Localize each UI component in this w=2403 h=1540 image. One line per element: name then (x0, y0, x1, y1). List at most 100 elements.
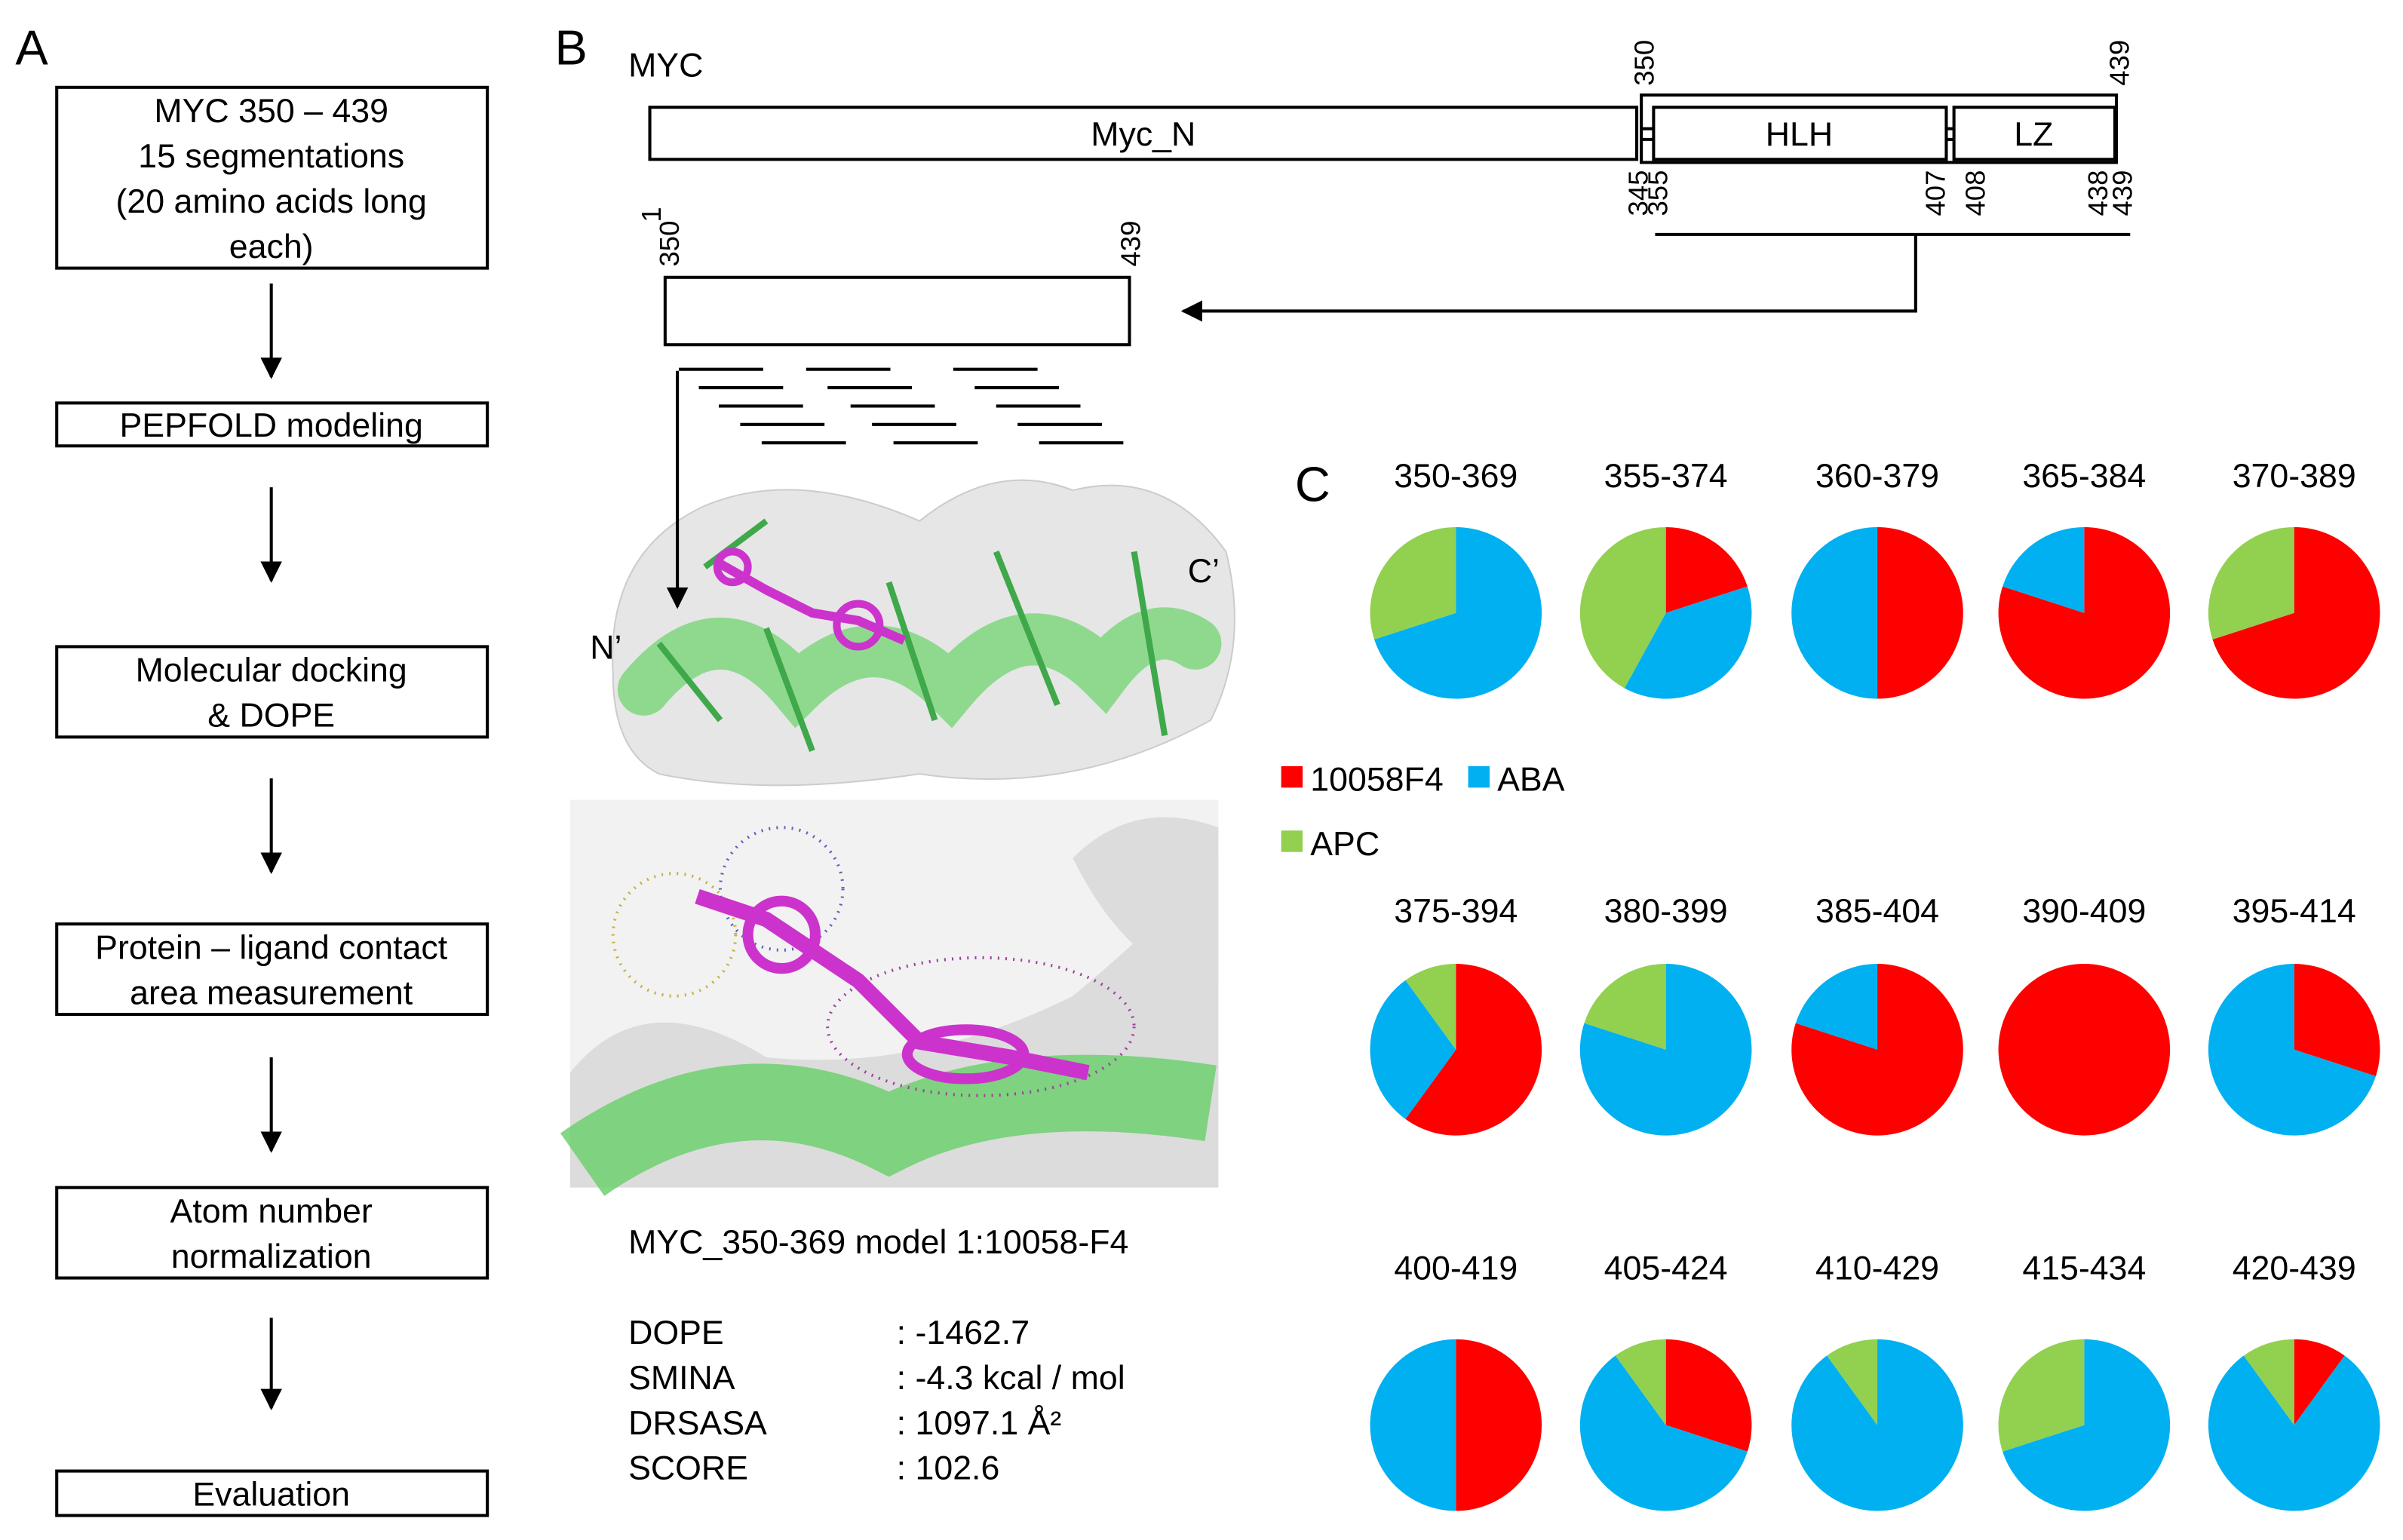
position-label: 408 (1960, 170, 1990, 216)
pie-title: 375-394 (1394, 893, 1518, 930)
pie-title: 360-379 (1815, 458, 1939, 495)
pie-title: 355-374 (1604, 458, 1728, 495)
pie-title: 350-369 (1394, 458, 1518, 495)
pie-slice (1791, 526, 1878, 699)
domain-box (1652, 106, 1948, 161)
arrow (1180, 234, 1917, 322)
pie-slice (1998, 964, 2171, 1136)
domain-box (648, 106, 1639, 161)
step-box (55, 401, 490, 448)
flowchart: MYC 350 – 439 15 segmentations (20 amino a… (55, 85, 490, 1517)
pie-slice (1584, 964, 1666, 1050)
metric-name: DOPE (628, 1315, 724, 1351)
peptide-model (612, 479, 1235, 787)
metric-value: : 1097.1 Å² (897, 1405, 1062, 1442)
step-text: PEPFOLD modeling (119, 407, 422, 444)
pie-slice (1579, 964, 1752, 1136)
protein-name: MYC (628, 48, 703, 84)
pie-slice (1665, 1339, 1752, 1452)
segment-lines (679, 367, 1124, 445)
ligand (717, 560, 907, 645)
pie-slice (1374, 526, 1542, 699)
segment-box (663, 275, 1131, 347)
position-label: 438 (2082, 170, 2113, 216)
c-terminus: C’ (1188, 553, 1220, 590)
pie-title: 420-439 (2233, 1250, 2356, 1287)
pie-title: 385-404 (1815, 893, 1939, 930)
step-text: area measurement (130, 974, 413, 1011)
step-text: normalization (171, 1238, 372, 1275)
pie-slice (2208, 964, 2376, 1136)
pie-title: 400-419 (1394, 1250, 1518, 1287)
pie-slice (1791, 1339, 1963, 1511)
ligand-ring (833, 600, 884, 651)
step-text: MYC 350 – 439 (154, 93, 388, 130)
step-text: 15 segmentations (138, 138, 404, 175)
step-box (55, 645, 490, 739)
n-terminus: N’ (590, 630, 621, 667)
pie-slice (2002, 1339, 2171, 1511)
metric-value: : -1462.7 (897, 1315, 1030, 1351)
panel-label: B (555, 20, 588, 75)
pie-slice (2294, 1339, 2345, 1425)
position-label: 407 (1920, 170, 1950, 216)
pie-slice (1998, 526, 2171, 699)
pie-slice (1370, 980, 1456, 1119)
pie-slice (1624, 586, 1752, 699)
pie-slice (1615, 1339, 1666, 1425)
pie-slice (1579, 526, 1666, 689)
legend-swatch (1468, 765, 1490, 788)
caption: MYC_350-369 model 1:10058-F4 (628, 1224, 1128, 1261)
helix (560, 1054, 1217, 1197)
metric-value: : -4.3 kcal / mol (897, 1360, 1125, 1397)
pie-slice (2294, 964, 2380, 1076)
legend-swatch (1281, 765, 1303, 788)
pie-title: 395-414 (2233, 893, 2356, 930)
legend-label: APC (1310, 826, 1380, 863)
step-text: each) (229, 229, 314, 265)
pie-slice (1456, 1339, 1542, 1511)
legend-swatch (1281, 830, 1303, 852)
pie-slice (1665, 526, 1748, 613)
dots (826, 956, 1136, 1097)
pie-slice (1998, 1339, 2085, 1452)
contact-model (560, 799, 1219, 1197)
metrics: DOPE: -1462.7 SMINA: -4.3 kcal / mol DRSAS… (628, 1315, 1125, 1487)
position-label: 439 (2107, 170, 2138, 216)
pie-title: 380-399 (1604, 893, 1728, 930)
pie-slice (2002, 526, 2085, 613)
pie-slice (1405, 964, 1456, 1050)
pie-slice (1370, 526, 1456, 640)
position-label: 350 (654, 221, 685, 267)
pie-slice (2208, 526, 2294, 640)
pie-slice (2212, 526, 2380, 699)
ligand-ring (901, 1024, 1030, 1084)
step-text: Evaluation (192, 1476, 350, 1513)
dots (718, 826, 845, 952)
step-box (55, 1186, 490, 1280)
step-text: Molecular docking (136, 652, 407, 689)
pie-grid: 350-369 355-374 360-379 365-384 370-389 375-3… (1370, 458, 2380, 1511)
pie-slice (1579, 1355, 1748, 1511)
domain-label: HLH (1766, 116, 1833, 153)
position-label: 350 (1628, 40, 1659, 86)
pie-slice (1405, 964, 1542, 1136)
pie-slice (1827, 1339, 1878, 1425)
pie-slice (1370, 1339, 1456, 1511)
surface (612, 479, 1235, 787)
pie-title: 370-389 (2233, 458, 2356, 495)
domain-box (1952, 106, 2117, 161)
pie-title: 365-384 (2022, 458, 2146, 495)
surface (1073, 817, 1219, 981)
panel-label: A (15, 20, 48, 75)
legend-label: 10058F4 (1310, 761, 1443, 798)
metric-name: SCORE (628, 1450, 748, 1487)
domain-label: Myc_N (1091, 116, 1195, 153)
pie-slice (1791, 964, 1963, 1136)
domain-label: LZ (2014, 116, 2053, 153)
step-box (55, 1469, 490, 1517)
step-text: Atom number (170, 1193, 373, 1230)
panel-label: C (1295, 456, 1330, 511)
